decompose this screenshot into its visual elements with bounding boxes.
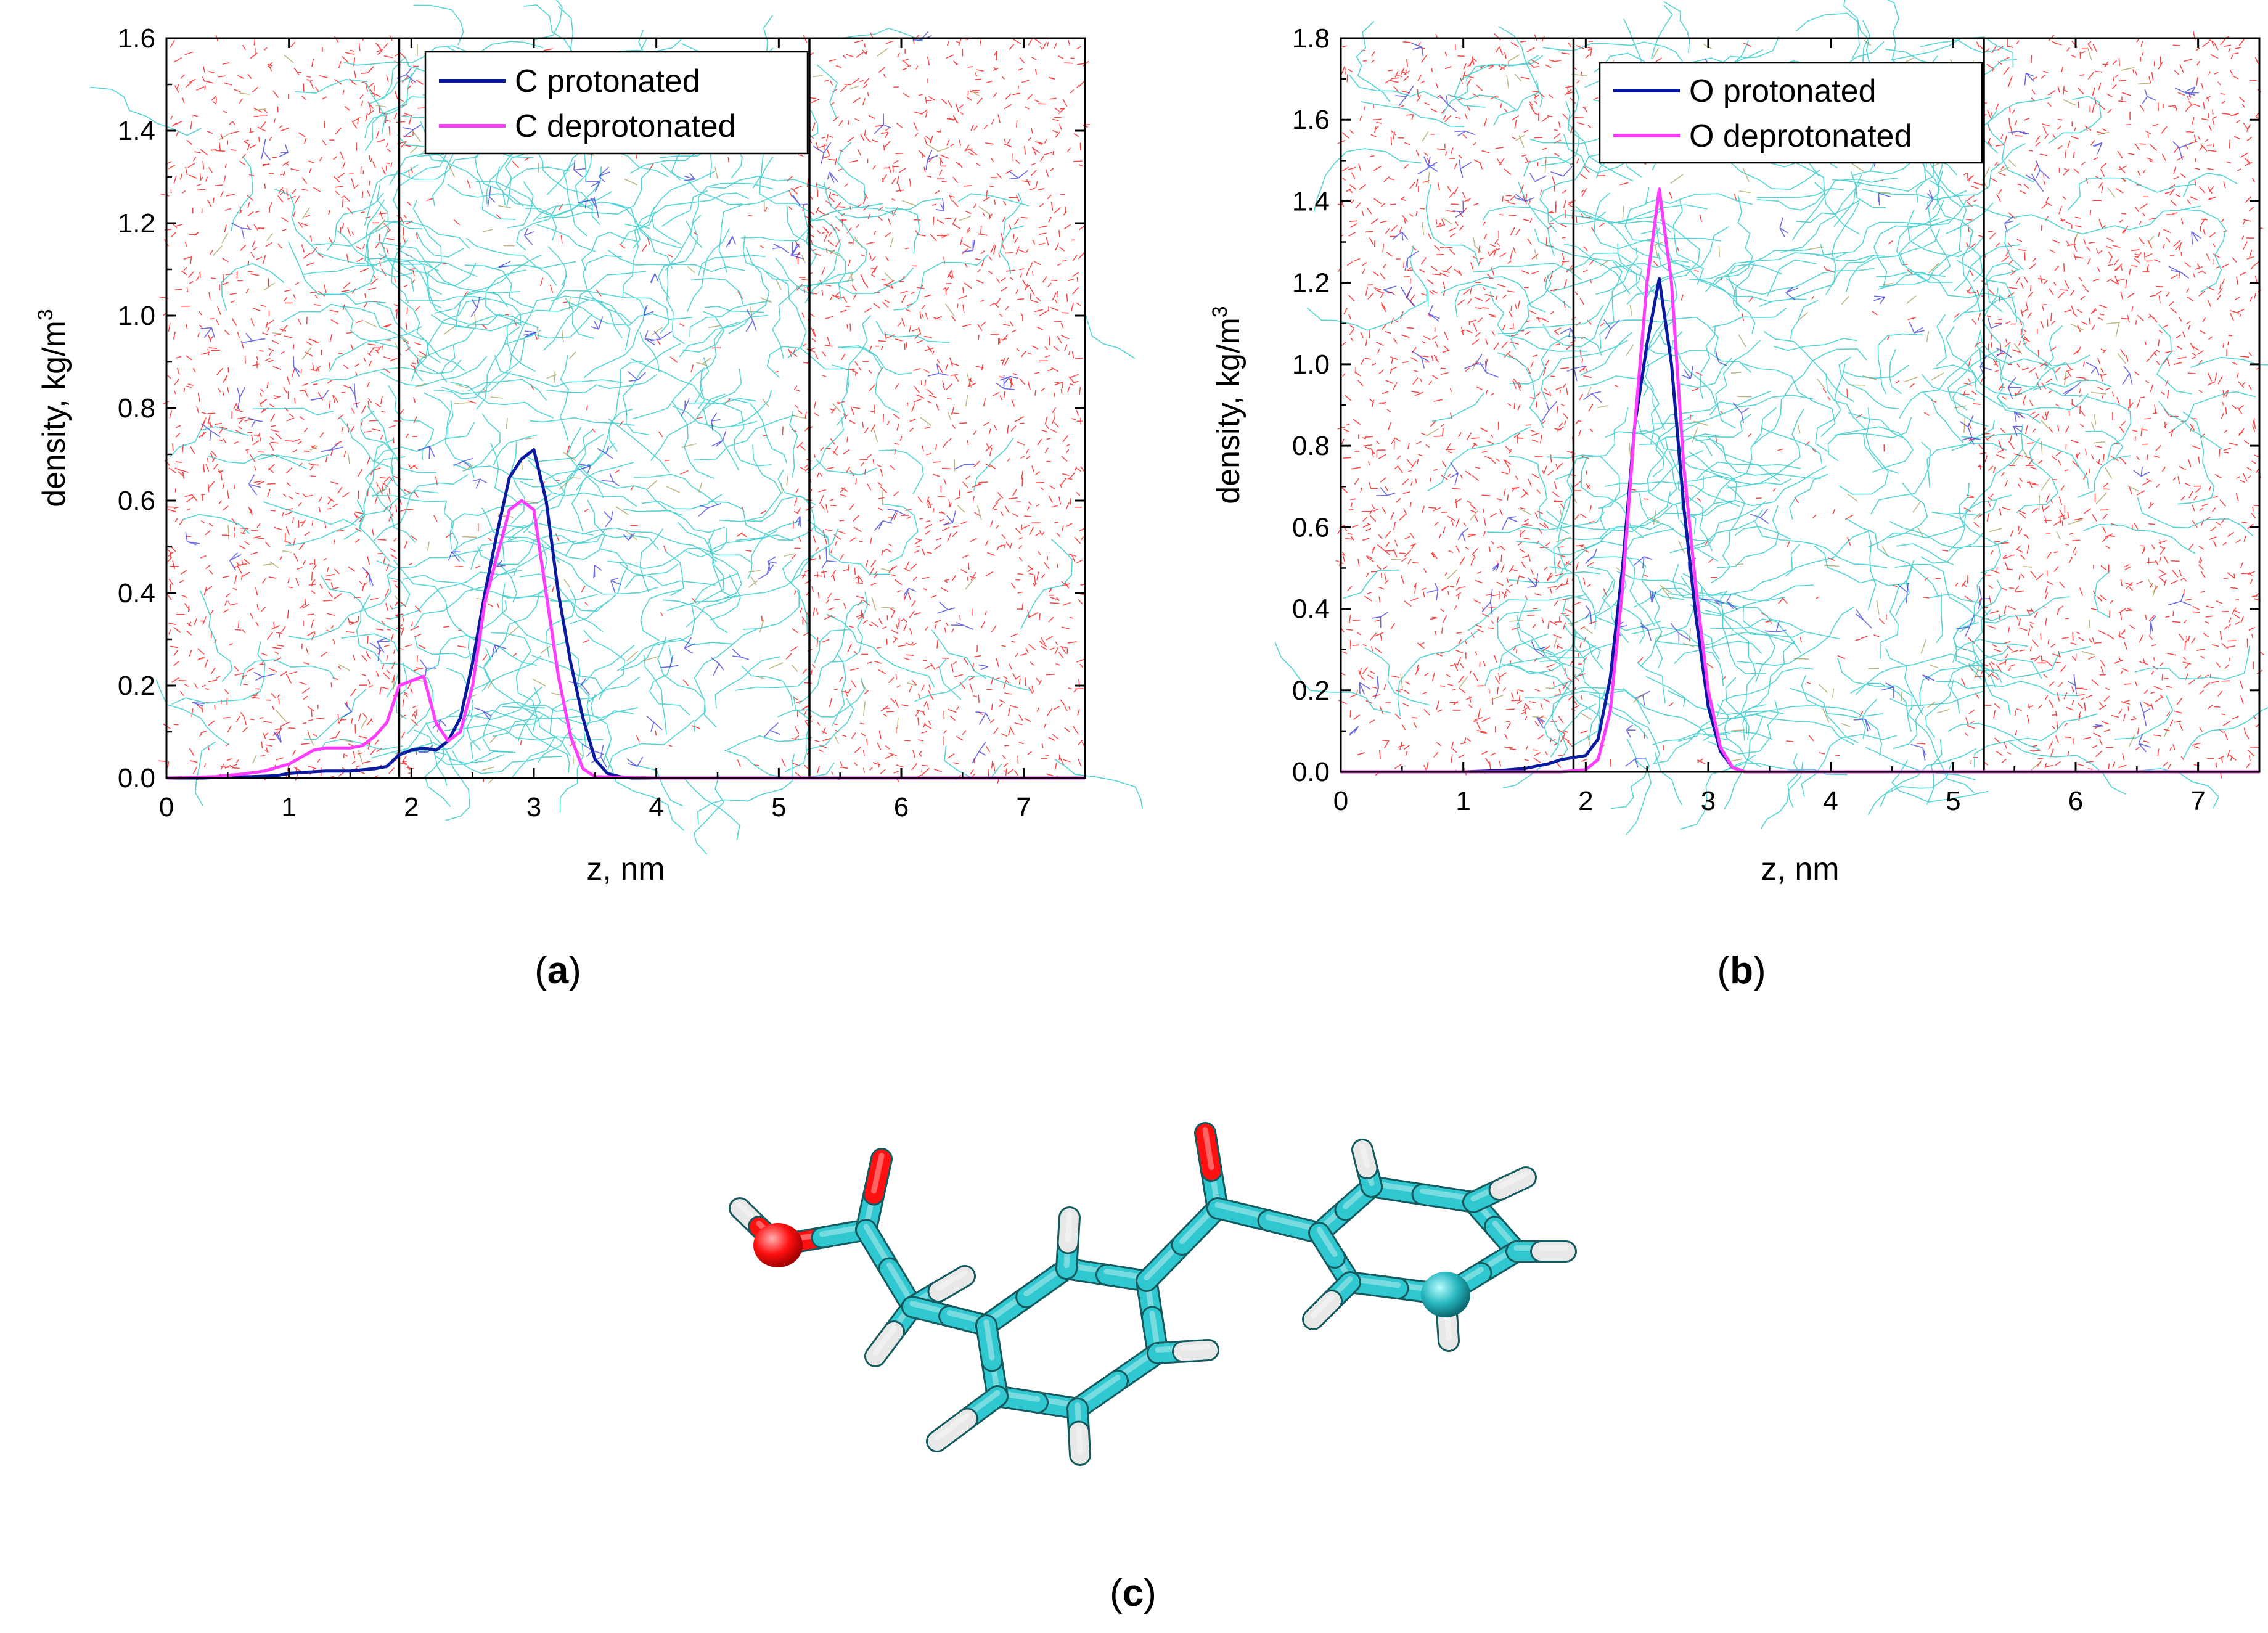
bond-highlight [1359,1144,1370,1168]
y-tick-label: 1.0 [118,301,155,331]
y-tick-label: 0.8 [1292,431,1330,461]
y-tick-label: 0.8 [118,393,155,424]
y-tick-label: 0.4 [118,578,155,608]
chart-panel-a: 0 1 2 3 4 5 6 7 0.0 0.2 0.4 0.6 0.8 1.0 1.2 1.4 1.6 z, n… [34,0,1143,887]
ester-groups-texture [213,44,991,784]
legend-box [424,51,809,155]
y-tick-label: 1.2 [118,208,155,239]
x-tick-label: 3 [526,792,541,822]
caption-b: (b) [1717,949,1766,992]
series-line-protonated [166,448,1085,780]
y-tick-label: 1.4 [118,116,155,146]
bond-highlight [934,1412,970,1441]
x-tick-label: 1 [1455,786,1470,816]
bond-segment [1070,1422,1089,1464]
bond-highlight [871,1153,885,1194]
bond-highlight [1065,1211,1073,1243]
bond-highlight [1202,1127,1214,1171]
ketoprofen-molecule-icon [729,1122,1577,1466]
x-tick-label: 5 [1946,786,1960,816]
x-tick-label: 2 [1578,786,1593,816]
bond-highlight [872,1325,897,1356]
bond-highlight [1310,1295,1335,1319]
x-tick-label: 7 [1016,792,1031,822]
y-tick-label: 1.6 [1292,105,1330,135]
bond-segment [1304,1291,1341,1328]
x-tick-label: 6 [894,792,909,822]
y-tick-label: 0.2 [118,671,155,701]
y-tick-label: 0.0 [1292,757,1330,787]
y-tick-label: 1.4 [1292,186,1330,216]
legend: O protonated O deprotonated [1599,62,1983,164]
x-tick-label: 0 [1333,786,1348,816]
chart-panel-b: 0 1 2 3 4 5 6 7 0.0 0.2 0.4 0.6 0.8 1.0 1.2 1.4 1.6 1.8 z… [1208,0,2268,887]
caption-c: (c) [1110,1572,1157,1615]
membrane-boundary-lines [1572,38,1985,772]
bond-segment [1174,1341,1218,1361]
y-tick-label: 0.4 [1292,594,1330,624]
bond-highlight [1180,1344,1211,1351]
series-line-deprotonated [166,499,1085,780]
bond-highlight [936,1270,968,1291]
membrane-boundary-lines [398,38,811,778]
x-tick-label: 6 [2068,786,2083,816]
legend-label-deprotonated: C deprotonated [515,108,736,144]
bond-segment [928,1409,976,1451]
axis-ticks: 0 1 2 3 4 5 6 7 0.0 0.2 0.4 0.6 0.8 1.0 1.2 1.4 1.6 1.8 [1292,23,2259,816]
x-tick-label: 5 [771,792,786,822]
molecule-atoms [753,1223,1470,1317]
bond-segment [864,1150,891,1204]
legend-label-deprotonated: O deprotonated [1689,118,1912,154]
bond-segment [1058,1208,1079,1253]
x-tick-label: 4 [649,792,663,822]
x-tick-label: 1 [281,792,296,822]
y-tick-label: 1.2 [1292,268,1330,298]
x-axis-label: z, nm [586,851,665,887]
y-tick-label: 1.6 [118,23,155,54]
legend-label-protonated: C protonated [515,63,700,99]
axis-ticks: 0 1 2 3 4 5 6 7 0.0 0.2 0.4 0.6 0.8 1.0 1.2 1.4 1.6 [118,23,1085,822]
x-tick-label: 7 [2190,786,2205,816]
legend: C protonated C deprotonated [424,51,809,155]
bond-segment [1438,1308,1458,1350]
y-tick-label: 0.6 [118,486,155,516]
legend-label-protonated: O protonated [1689,73,1877,109]
x-axis-label: z, nm [1761,851,1839,887]
density-series [166,448,1085,780]
y-tick-label: 0.0 [118,763,155,793]
y-tick-label: 0.2 [1292,676,1330,706]
carbon-atom-sphere [1421,1272,1470,1317]
bond-segment [977,1316,1001,1370]
x-tick-label: 4 [1823,786,1838,816]
bond-highlight [983,1319,995,1361]
y-axis-label: density, kg/m3 [1208,306,1247,504]
bond-segment [1353,1140,1377,1177]
bond-segment [1490,1168,1535,1199]
bond-highlight [1316,1227,1338,1258]
bond-segment [1310,1224,1344,1267]
bond-highlight [1497,1171,1529,1190]
water-molecules-texture [158,32,1090,784]
bond-highlight [1444,1311,1452,1341]
oxygen-atom-sphere [753,1223,803,1267]
y-tick-label: 0.6 [1292,512,1330,542]
bond-segment [1196,1124,1221,1180]
y-tick-label: 1.8 [1292,23,1330,54]
x-tick-label: 2 [404,792,419,822]
x-tick-label: 0 [159,792,174,822]
bond-segment [929,1267,974,1301]
x-tick-label: 3 [1701,786,1716,816]
legend-box [1599,62,1983,164]
bond-segment [866,1322,903,1365]
headgroup-texture [185,31,1028,768]
y-axis-label: density, kg/m3 [34,309,72,507]
bond-highlight [1076,1425,1083,1455]
y-tick-label: 1.0 [1292,350,1330,380]
caption-a: (a) [534,949,581,992]
